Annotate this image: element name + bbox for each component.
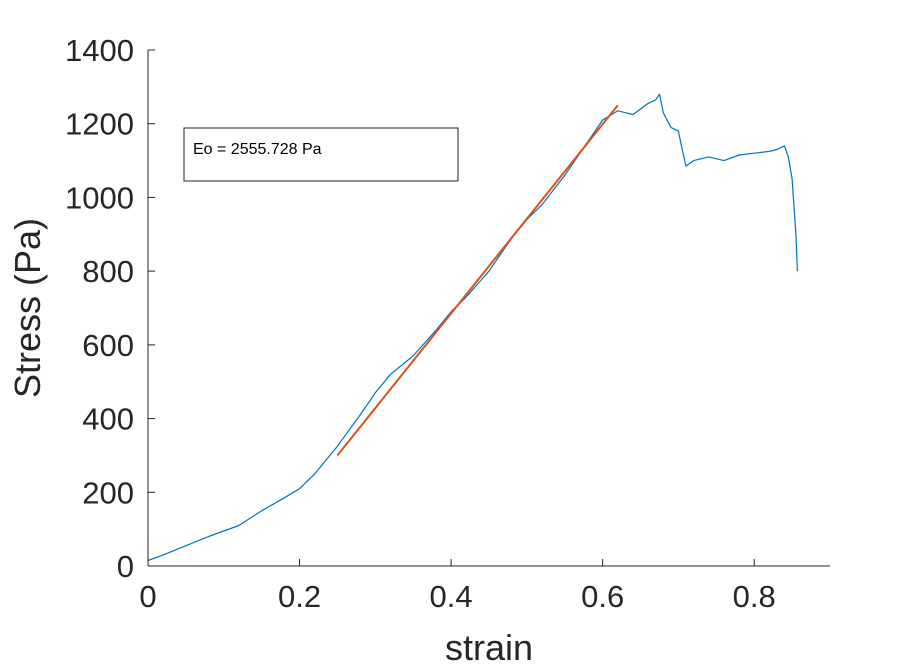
y-tick-label: 1000 — [65, 180, 134, 215]
x-tick-label: 0.2 — [278, 579, 321, 614]
y-tick-label: 400 — [82, 402, 134, 437]
x-tick-label: 0.4 — [430, 579, 473, 614]
y-axis-title: Stress (Pa) — [7, 218, 48, 398]
y-tick-label: 200 — [82, 475, 134, 510]
y-tick-label: 1400 — [65, 33, 134, 68]
y-tick-label: 600 — [82, 328, 134, 363]
linear-fit-line — [336, 104, 619, 457]
y-tick-label: 800 — [82, 254, 134, 289]
x-axis-title: strain — [445, 627, 533, 668]
axes — [147, 49, 830, 567]
plot-area — [147, 93, 798, 562]
annotation-box-border — [183, 127, 459, 182]
annotation-box: Eo = 2555.728 Pa — [183, 127, 459, 182]
y-tick-label: 1200 — [65, 107, 134, 142]
x-tick-label: 0.6 — [581, 579, 624, 614]
x-tick-label: 0 — [139, 579, 156, 614]
x-tick-label: 0.8 — [733, 579, 776, 614]
annotation-text: Eo = 2555.728 Pa — [193, 141, 322, 158]
y-tick-label: 0 — [117, 549, 134, 584]
tick-labels: 0 0.2 0.4 0.6 0.8 0 200 400 600 800 1000 1200 1400 — [65, 33, 776, 614]
stress-strain-series-line — [147, 93, 798, 562]
